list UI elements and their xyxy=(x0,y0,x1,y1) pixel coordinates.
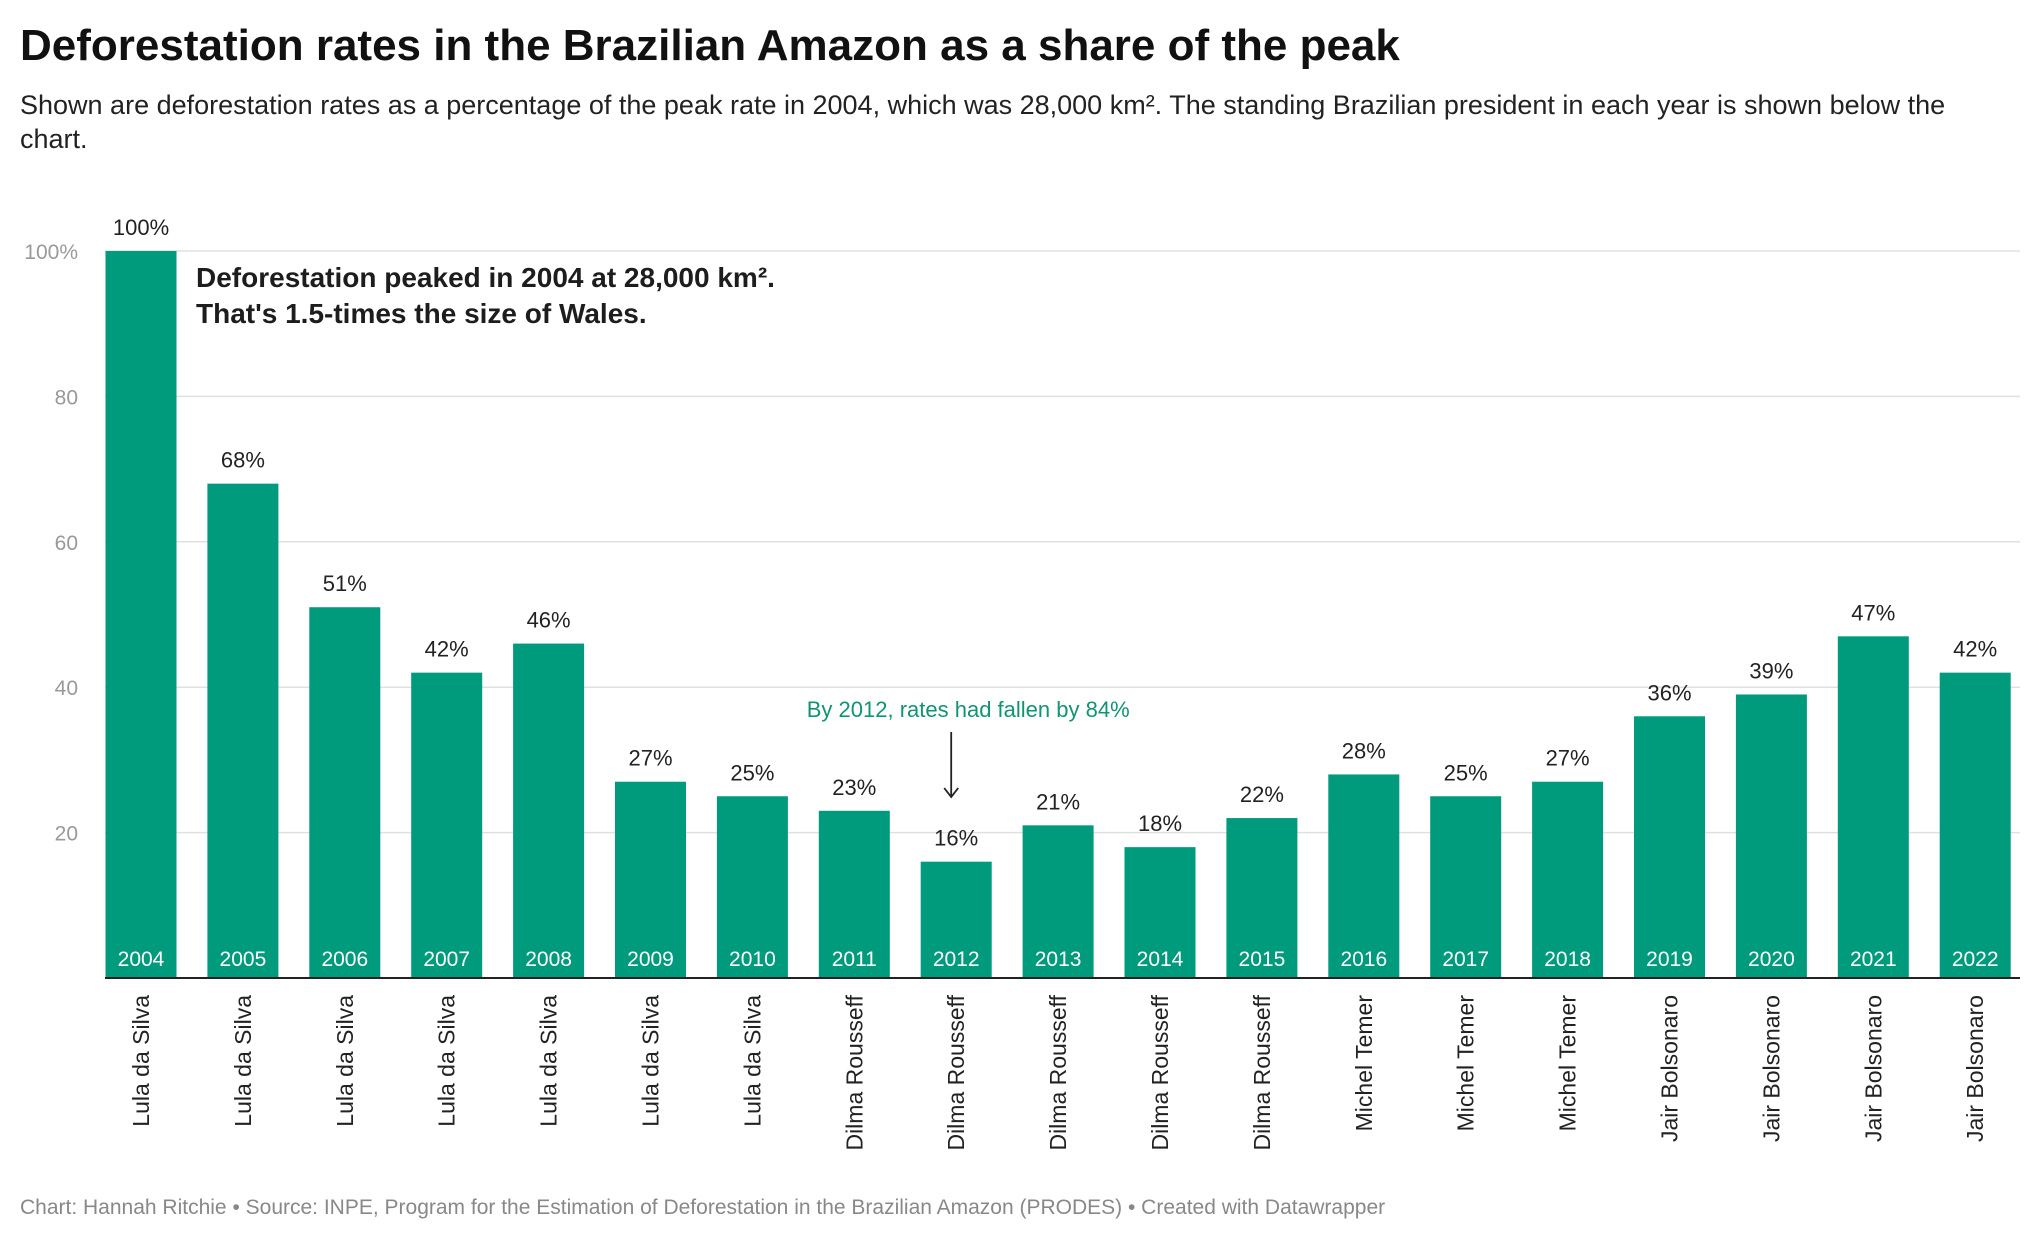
value-label: 23% xyxy=(832,775,876,800)
year-label: 2016 xyxy=(1340,948,1387,971)
annotation-arrow-head xyxy=(943,787,959,799)
bar xyxy=(1735,694,1807,978)
value-label: 46% xyxy=(527,608,571,633)
year-label: 2013 xyxy=(1035,948,1082,971)
fall-annotation: By 2012, rates had fallen by 84% xyxy=(807,697,1130,722)
bar xyxy=(513,643,585,978)
value-label: 22% xyxy=(1240,782,1284,807)
president-label: Michel Temer xyxy=(1555,995,1581,1132)
bar xyxy=(1226,818,1298,978)
president-label: Michel Temer xyxy=(1453,995,1479,1132)
value-label: 21% xyxy=(1036,789,1080,814)
president-label: Dilma Rousseff xyxy=(1147,994,1173,1150)
bar xyxy=(309,607,381,978)
year-label: 2007 xyxy=(423,948,470,971)
year-label: 2015 xyxy=(1239,948,1286,971)
chart-subtitle: Shown are deforestation rates as a perce… xyxy=(20,90,1946,154)
y-tick-label: 60 xyxy=(55,532,78,555)
value-label: 25% xyxy=(1444,760,1488,785)
year-label: 2019 xyxy=(1646,948,1693,971)
year-label: 2006 xyxy=(321,948,368,971)
chart-footer: Chart: Hannah Ritchie • Source: INPE, Pr… xyxy=(20,1196,1386,1219)
value-label: 16% xyxy=(934,826,978,851)
year-label: 2012 xyxy=(933,948,980,971)
value-label: 27% xyxy=(1546,746,1590,771)
bar xyxy=(1837,636,1909,978)
president-label: Lula da Silva xyxy=(332,995,358,1127)
bar xyxy=(818,810,890,978)
bar xyxy=(920,861,992,978)
value-label: 39% xyxy=(1749,658,1793,683)
bar xyxy=(105,251,177,978)
y-tick-label: 100% xyxy=(24,241,78,264)
value-label: 68% xyxy=(221,448,265,473)
president-label: Jair Bolsonaro xyxy=(1758,995,1784,1142)
bar xyxy=(1532,781,1604,978)
year-label: 2020 xyxy=(1748,948,1795,971)
y-tick-label: 20 xyxy=(55,823,78,846)
bar xyxy=(1634,716,1705,978)
value-label: 42% xyxy=(1953,637,1997,662)
value-label: 51% xyxy=(323,571,367,596)
bar xyxy=(1124,847,1196,978)
bar xyxy=(1022,825,1094,978)
value-label: 100% xyxy=(113,215,169,240)
bar xyxy=(716,796,788,978)
value-label: 42% xyxy=(425,637,469,662)
value-label: 18% xyxy=(1138,811,1182,836)
bar xyxy=(411,672,483,978)
year-label: 2008 xyxy=(525,948,572,971)
peak-annotation-line2: That's 1.5-times the size of Wales. xyxy=(196,298,647,329)
year-label: 2004 xyxy=(118,948,165,971)
peak-annotation-line1: Deforestation peaked in 2004 at 28,000 k… xyxy=(196,262,775,293)
president-label: Dilma Rousseff xyxy=(943,994,969,1150)
president-label: Lula da Silva xyxy=(536,995,562,1127)
president-label: Jair Bolsonaro xyxy=(1860,995,1886,1142)
president-label: Dilma Rousseff xyxy=(1045,994,1071,1150)
president-label: Lula da Silva xyxy=(230,995,256,1127)
value-label: 28% xyxy=(1342,738,1386,763)
y-tick-label: 40 xyxy=(55,677,78,700)
president-label: Dilma Rousseff xyxy=(841,994,867,1150)
chart-title: Deforestation rates in the Brazilian Ama… xyxy=(20,21,1400,70)
year-label: 2010 xyxy=(729,948,776,971)
value-label: 27% xyxy=(628,746,672,771)
president-label: Michel Temer xyxy=(1351,995,1377,1132)
president-label: Dilma Rousseff xyxy=(1249,994,1275,1150)
value-label: 25% xyxy=(730,760,774,785)
president-label: Lula da Silva xyxy=(128,995,154,1127)
year-label: 2022 xyxy=(1952,948,1999,971)
y-tick-label: 80 xyxy=(55,386,78,409)
value-label: 47% xyxy=(1851,600,1895,625)
bar xyxy=(207,483,279,978)
president-label: Jair Bolsonaro xyxy=(1962,995,1988,1142)
bar xyxy=(1430,796,1502,978)
year-label: 2018 xyxy=(1544,948,1591,971)
year-label: 2011 xyxy=(832,948,877,971)
bar xyxy=(615,781,686,978)
president-label: Jair Bolsonaro xyxy=(1657,995,1683,1142)
year-label: 2021 xyxy=(1850,948,1897,971)
year-label: 2005 xyxy=(220,948,267,971)
president-label: Lula da Silva xyxy=(638,995,664,1127)
bar xyxy=(1939,672,2011,978)
year-label: 2017 xyxy=(1442,948,1489,971)
value-label: 36% xyxy=(1647,680,1691,705)
year-label: 2014 xyxy=(1137,948,1184,971)
year-label: 2009 xyxy=(627,948,674,971)
bar xyxy=(1328,774,1400,978)
president-label: Lula da Silva xyxy=(739,995,765,1127)
president-label: Lula da Silva xyxy=(434,995,460,1127)
